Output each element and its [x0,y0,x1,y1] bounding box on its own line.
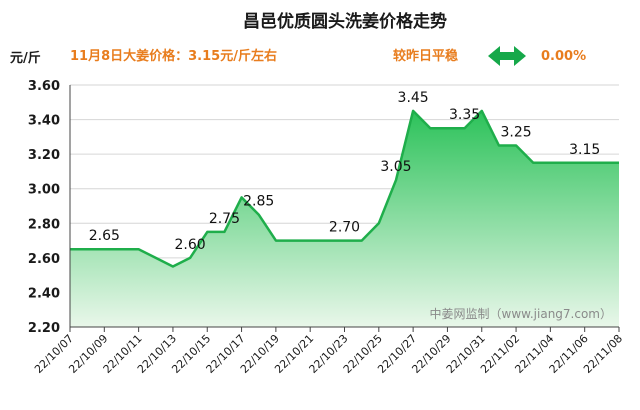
double-arrow-icon [488,46,526,66]
x-tick-labels: 22/10/0722/10/0922/10/1122/10/1322/10/15… [32,332,625,376]
y-tick-label: 2.40 [28,286,60,301]
y-tick-label: 2.80 [28,217,60,232]
price-area [70,110,619,328]
chart-title: 昌邑优质圆头洗姜价格走势 [243,11,447,32]
data-label: 2.75 [209,211,240,227]
data-label: 3.25 [500,125,531,141]
axes [69,85,620,332]
price-line [70,109,619,268]
y-tick-label: 3.40 [28,114,60,129]
data-label: 2.65 [89,228,120,244]
y-tick-label: 2.20 [28,321,60,336]
data-label: 3.35 [449,107,480,123]
watermark: 中姜网监制（www.jiang7.com） [430,306,612,321]
data-label: 3.45 [398,90,429,106]
data-labels: 2.65 2.602.752.85 2.70 3.05 3.45 3.35 3.25 3.15 [89,90,601,253]
data-label: 2.85 [243,194,274,210]
y-tick-label: 3.00 [28,183,60,198]
y-axis-unit: 元/斤 [10,50,41,66]
data-label: 2.60 [175,237,206,253]
data-label: 3.15 [569,142,600,158]
data-label: 3.05 [380,159,411,175]
y-tick-label: 3.20 [28,148,60,163]
y-tick-label: 2.60 [28,252,60,267]
compare-text: 较昨日平稳 [393,48,458,64]
change-value: 0.00% [541,49,586,64]
data-label: 2.70 [329,220,360,236]
y-tick-label: 3.60 [28,79,60,94]
y-tick-labels: 2.20 2.40 2.60 2.80 3.00 3.20 3.40 3.60 [28,79,60,336]
price-info: 11月8日大姜价格：3.15元/斤左右 [70,48,277,64]
